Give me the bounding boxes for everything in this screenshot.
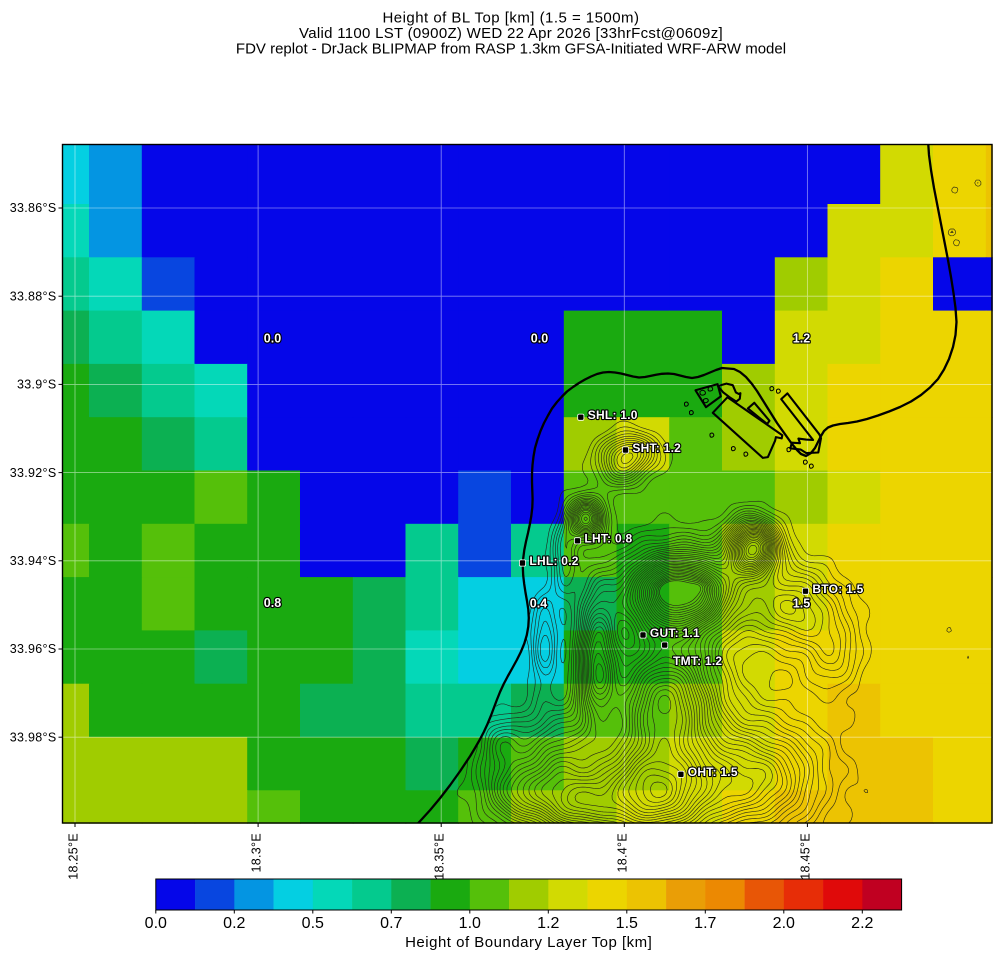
- svg-text:33.96°S: 33.96°S: [10, 642, 57, 656]
- svg-text:SHT: 1.2: SHT: 1.2: [632, 441, 681, 455]
- svg-text:1.2: 1.2: [793, 332, 810, 346]
- svg-text:GUT: 1.1: GUT: 1.1: [650, 626, 700, 640]
- svg-text:BTO: 1.5: BTO: 1.5: [812, 582, 863, 596]
- svg-text:0.0: 0.0: [145, 915, 167, 932]
- svg-text:33.94°S: 33.94°S: [10, 554, 57, 568]
- svg-text:18.45°E: 18.45°E: [799, 833, 813, 880]
- svg-text:2.2: 2.2: [851, 915, 873, 932]
- svg-text:OHT: 1.5: OHT: 1.5: [688, 765, 738, 779]
- svg-text:33.98°S: 33.98°S: [10, 730, 57, 744]
- svg-text:1.5: 1.5: [616, 915, 638, 932]
- svg-text:18.3°E: 18.3°E: [249, 833, 263, 872]
- svg-text:SHL: 1.0: SHL: 1.0: [588, 408, 638, 422]
- svg-text:1.0: 1.0: [459, 915, 481, 932]
- svg-text:0.2: 0.2: [223, 915, 245, 932]
- svg-text:1.5: 1.5: [793, 597, 810, 611]
- svg-text:33.92°S: 33.92°S: [10, 466, 57, 480]
- svg-text:0.8: 0.8: [264, 596, 281, 610]
- svg-text:18.25°E: 18.25°E: [66, 833, 80, 880]
- svg-text:0.7: 0.7: [380, 915, 402, 932]
- svg-text:0.0: 0.0: [531, 332, 548, 346]
- svg-text:33.9°S: 33.9°S: [17, 378, 56, 392]
- svg-text:0.5: 0.5: [302, 915, 324, 932]
- svg-text:2.0: 2.0: [773, 915, 795, 932]
- svg-text:Valid 1100 LST (0900Z) WED 22: Valid 1100 LST (0900Z) WED 22 Apr 2026 […: [299, 25, 723, 42]
- svg-text:33.86°S: 33.86°S: [10, 201, 57, 215]
- svg-text:18.4°E: 18.4°E: [616, 833, 630, 872]
- svg-text:1.7: 1.7: [694, 915, 716, 932]
- svg-text:1.2: 1.2: [537, 915, 559, 932]
- svg-text:FDV replot - DrJack BLIPMAP fr: FDV replot - DrJack BLIPMAP from RASP 1.…: [236, 41, 786, 58]
- svg-text:33.88°S: 33.88°S: [10, 289, 57, 303]
- svg-text:LHT: 0.8: LHT: 0.8: [584, 532, 632, 546]
- svg-text:0.4: 0.4: [530, 597, 547, 611]
- svg-text:0.0: 0.0: [264, 332, 281, 346]
- svg-text:Height of Boundary Layer Top [: Height of Boundary Layer Top [km]: [405, 934, 652, 951]
- svg-text:Height of BL Top [km] (1.5 = 1: Height of BL Top [km] (1.5 = 1500m): [383, 10, 640, 27]
- svg-text:18.35°E: 18.35°E: [433, 833, 447, 880]
- svg-text:TMT: 1.2: TMT: 1.2: [673, 654, 722, 668]
- svg-text:LHL: 0.2: LHL: 0.2: [529, 554, 578, 568]
